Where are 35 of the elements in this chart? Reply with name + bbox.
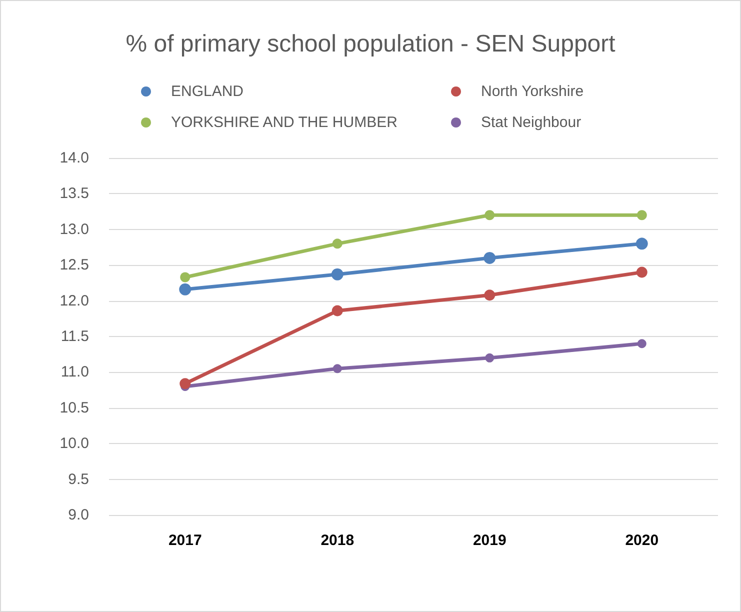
point	[179, 283, 192, 296]
point	[636, 210, 647, 220]
point	[332, 364, 342, 374]
legend-label: North Yorkshire	[481, 83, 584, 100]
y-tick-label: 9.0	[68, 506, 89, 524]
y-tick-label: 13.0	[60, 220, 89, 238]
legend-label: ENGLAND	[171, 83, 244, 100]
point	[636, 266, 648, 278]
y-tick-label: 10.0	[60, 435, 89, 452]
x-tick-label: 2019	[472, 532, 506, 549]
point	[484, 252, 496, 264]
x-tick-label: 2018	[320, 532, 354, 549]
y-tick-label: 11.5	[60, 328, 89, 345]
point	[180, 272, 190, 282]
point	[636, 238, 648, 250]
point	[485, 353, 494, 362]
y-tick-label: 14.0	[60, 150, 89, 166]
point	[637, 339, 646, 348]
x-tick-label: 2017	[168, 532, 202, 549]
legend-label: Stat Neighbour	[481, 114, 582, 131]
chart-title: % of primary school population - SEN Support	[126, 30, 616, 58]
point	[332, 305, 343, 316]
point	[331, 268, 344, 280]
y-tick-label: 11.0	[60, 364, 89, 381]
y-tick-label: 9.5	[68, 470, 89, 488]
point	[484, 290, 496, 301]
point	[332, 238, 342, 249]
y-tick-label: 12.5	[60, 256, 89, 274]
y-tick-label: 12.0	[60, 292, 89, 310]
point	[180, 378, 191, 390]
y-tick-label: 13.5	[60, 185, 89, 202]
point	[484, 210, 495, 220]
x-tick-label: 2020	[625, 532, 659, 549]
y-tick-label: 10.5	[60, 399, 89, 416]
legend-label: YORKSHIRE AND THE HUMBER	[171, 114, 398, 131]
